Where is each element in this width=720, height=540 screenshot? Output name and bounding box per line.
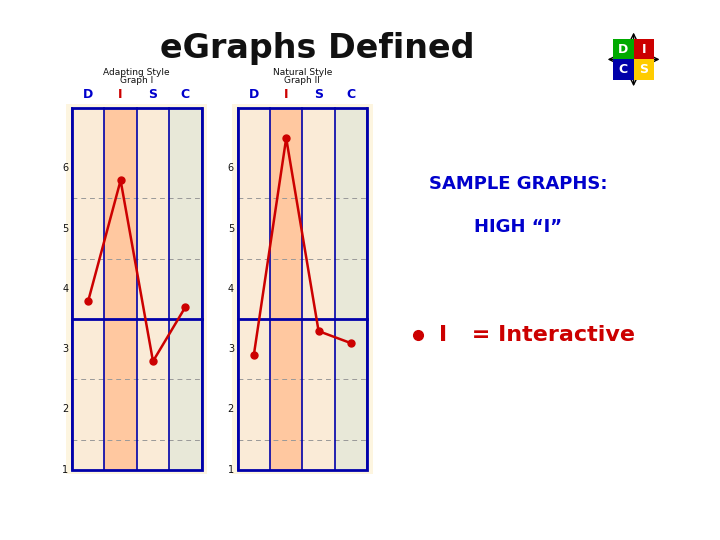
FancyBboxPatch shape bbox=[613, 39, 634, 59]
FancyBboxPatch shape bbox=[335, 108, 367, 470]
Text: S: S bbox=[639, 63, 649, 76]
Text: 2: 2 bbox=[62, 404, 68, 415]
Text: D: D bbox=[618, 43, 629, 56]
FancyBboxPatch shape bbox=[270, 108, 302, 470]
Text: Graph I: Graph I bbox=[120, 77, 153, 85]
Text: C: C bbox=[618, 63, 628, 76]
FancyBboxPatch shape bbox=[169, 108, 202, 470]
Text: S: S bbox=[148, 88, 158, 101]
Text: I: I bbox=[439, 325, 447, 345]
Point bbox=[313, 327, 325, 335]
Text: Natural Style: Natural Style bbox=[273, 69, 332, 77]
Text: 6: 6 bbox=[62, 163, 68, 173]
Text: D: D bbox=[248, 88, 259, 101]
Text: Graph II: Graph II bbox=[284, 77, 320, 85]
Text: C: C bbox=[346, 88, 356, 101]
Text: 5: 5 bbox=[62, 224, 68, 234]
Text: D: D bbox=[83, 88, 94, 101]
Text: 1: 1 bbox=[228, 465, 234, 475]
Text: C: C bbox=[181, 88, 190, 101]
Point bbox=[83, 296, 94, 305]
Text: S: S bbox=[314, 88, 323, 101]
FancyBboxPatch shape bbox=[634, 59, 654, 80]
Text: = Interactive: = Interactive bbox=[464, 325, 636, 345]
Text: 4: 4 bbox=[62, 284, 68, 294]
Text: HIGH “I”: HIGH “I” bbox=[474, 218, 562, 236]
FancyBboxPatch shape bbox=[238, 108, 270, 470]
FancyBboxPatch shape bbox=[104, 108, 137, 470]
Text: eGraphs Defined: eGraphs Defined bbox=[160, 32, 474, 65]
Text: 5: 5 bbox=[228, 224, 234, 234]
FancyBboxPatch shape bbox=[634, 39, 654, 59]
Text: I: I bbox=[642, 43, 646, 56]
Text: 1: 1 bbox=[62, 465, 68, 475]
Point bbox=[248, 351, 260, 360]
Point bbox=[281, 134, 292, 143]
FancyBboxPatch shape bbox=[232, 104, 373, 474]
Point bbox=[148, 357, 159, 366]
Text: Adapting Style: Adapting Style bbox=[104, 69, 170, 77]
FancyBboxPatch shape bbox=[72, 108, 104, 470]
FancyBboxPatch shape bbox=[613, 59, 634, 80]
FancyBboxPatch shape bbox=[302, 108, 335, 470]
FancyBboxPatch shape bbox=[137, 108, 169, 470]
Text: 2: 2 bbox=[228, 404, 234, 415]
Text: I: I bbox=[118, 88, 123, 101]
Text: 4: 4 bbox=[228, 284, 234, 294]
Point bbox=[346, 339, 357, 348]
Text: SAMPLE GRAPHS:: SAMPLE GRAPHS: bbox=[429, 174, 608, 193]
Text: 6: 6 bbox=[228, 163, 234, 173]
Text: 3: 3 bbox=[62, 344, 68, 354]
Text: 3: 3 bbox=[228, 344, 234, 354]
Point bbox=[180, 302, 192, 311]
Point bbox=[115, 176, 127, 185]
FancyBboxPatch shape bbox=[66, 104, 207, 474]
Text: I: I bbox=[284, 88, 289, 101]
